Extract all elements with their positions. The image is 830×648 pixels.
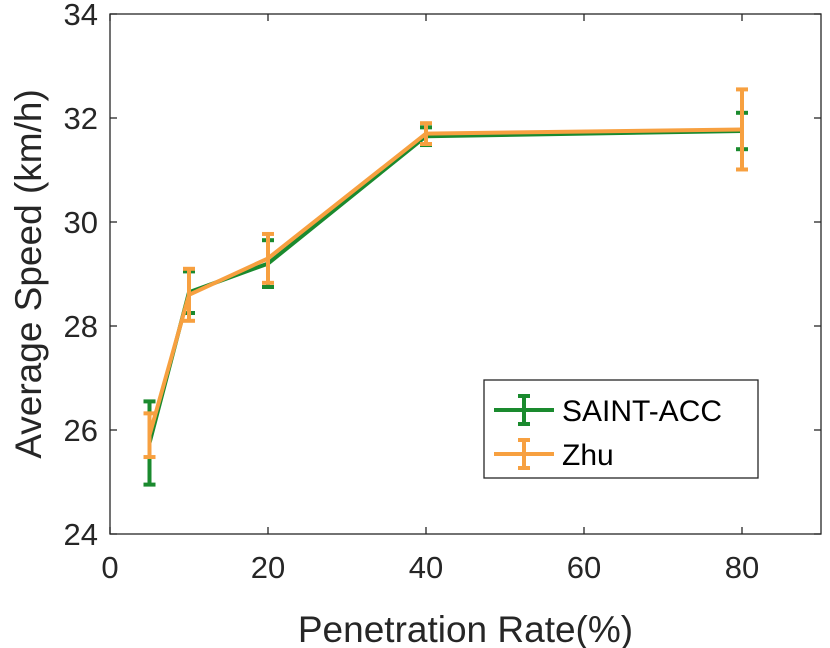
legend-label: SAINT-ACC: [562, 395, 722, 428]
series-zhu: [143, 87, 748, 460]
x-tick-label: 80: [725, 550, 759, 585]
y-tick-label: 26: [64, 413, 98, 448]
y-tick-label: 34: [64, 0, 98, 32]
legend-label: Zhu: [562, 439, 614, 472]
y-tick-label: 32: [64, 101, 98, 136]
axes: 0 20 40 60 80 24 26 28 30 32 34: [64, 0, 822, 585]
axes-box: [109, 13, 822, 535]
x-tick-label: 60: [567, 550, 601, 585]
series-layer: [143, 87, 748, 487]
y-axis-title: Average Speed (km/h): [8, 89, 49, 459]
x-tick-label: 0: [101, 550, 118, 585]
y-tick-label: 24: [64, 517, 98, 552]
y-tick-label: 30: [64, 205, 98, 240]
x-axis-title: Penetration Rate(%): [298, 609, 633, 648]
y-tick-label: 28: [64, 309, 98, 344]
x-tick-label: 20: [251, 550, 285, 585]
legend: SAINT-ACC Zhu: [483, 379, 759, 479]
x-tick-label: 40: [409, 550, 443, 585]
